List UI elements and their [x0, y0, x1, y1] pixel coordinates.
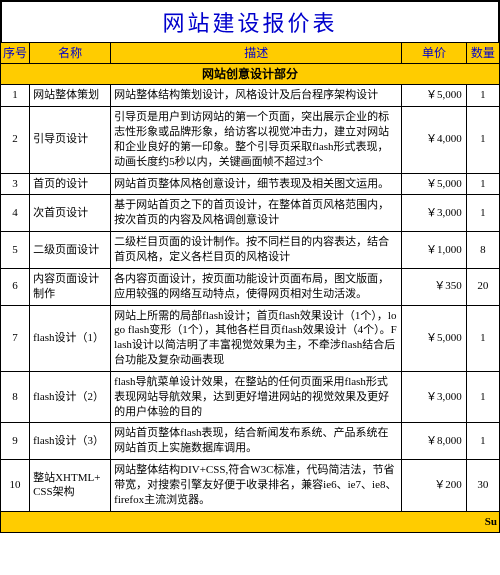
- section-label: 网站创意设计部分: [1, 64, 500, 85]
- col-desc: 描述: [111, 43, 402, 64]
- cell-name: flash设计（2）: [30, 371, 111, 423]
- header-row: 序号 名称 描述 单价 数量: [1, 43, 500, 64]
- table-row: 4次首页设计基于网站首页之下的首页设计，在整体首页风格范围内，按次首页的内容及风…: [1, 195, 500, 232]
- cell-desc: 网站首页整体风格创意设计，细节表现及相关图文运用。: [111, 173, 402, 195]
- cell-qty: 1: [466, 85, 499, 107]
- cell-desc: 各内容页面设计，按页面功能设计页面布局，图文版面，应用较强的网络互动特点，使得网…: [111, 268, 402, 305]
- cell-desc: 网站上所需的局部flash设计；首页flash效果设计（1个），logo fla…: [111, 305, 402, 371]
- cell-desc: 网站首页整体flash表现，结合新闻发布系统、产品系统在网站首页上实施数据库调用…: [111, 423, 402, 460]
- cell-qty: 1: [466, 423, 499, 460]
- cell-desc: 二级栏目页面的设计制作。按不同栏目的内容表达，结合首页风格，定义各栏目页的风格设…: [111, 232, 402, 269]
- cell-price: ￥4,000: [402, 107, 466, 173]
- cell-price: ￥200: [402, 460, 466, 512]
- footer-row: Su: [1, 511, 500, 533]
- cell-price: ￥5,000: [402, 173, 466, 195]
- page-title: 网站建设报价表: [0, 0, 500, 42]
- cell-qty: 1: [466, 173, 499, 195]
- col-price: 单价: [402, 43, 466, 64]
- col-name: 名称: [30, 43, 111, 64]
- cell-desc: 引导页是用户到访网站的第一个页面，突出展示企业的标志性形象或品牌形象，给访客以视…: [111, 107, 402, 173]
- cell-seq: 1: [1, 85, 30, 107]
- cell-qty: 1: [466, 305, 499, 371]
- cell-desc: 网站整体结构DIV+CSS,符合W3C标准，代码简洁法，节省带宽，对搜索引擎友好…: [111, 460, 402, 512]
- cell-name: 次首页设计: [30, 195, 111, 232]
- cell-seq: 5: [1, 232, 30, 269]
- cell-price: ￥3,000: [402, 195, 466, 232]
- cell-seq: 10: [1, 460, 30, 512]
- cell-price: ￥350: [402, 268, 466, 305]
- table-row: 10整站XHTML+CSS架构网站整体结构DIV+CSS,符合W3C标准，代码简…: [1, 460, 500, 512]
- cell-seq: 3: [1, 173, 30, 195]
- table-row: 8flash设计（2）flash导航菜单设计效果，在整站的任何页面采用flash…: [1, 371, 500, 423]
- cell-price: ￥5,000: [402, 85, 466, 107]
- cell-name: 内容页面设计制作: [30, 268, 111, 305]
- cell-price: ￥1,000: [402, 232, 466, 269]
- cell-desc: 网站整体结构策划设计，风格设计及后台程序架构设计: [111, 85, 402, 107]
- col-seq: 序号: [1, 43, 30, 64]
- table-row: 3首页的设计网站首页整体风格创意设计，细节表现及相关图文运用。￥5,0001: [1, 173, 500, 195]
- cell-price: ￥8,000: [402, 423, 466, 460]
- cell-seq: 4: [1, 195, 30, 232]
- cell-qty: 30: [466, 460, 499, 512]
- cell-seq: 9: [1, 423, 30, 460]
- table-row: 9flash设计（3）网站首页整体flash表现，结合新闻发布系统、产品系统在网…: [1, 423, 500, 460]
- cell-seq: 8: [1, 371, 30, 423]
- cell-desc: 基于网站首页之下的首页设计，在整体首页风格范围内，按次首页的内容及风格调创意设计: [111, 195, 402, 232]
- cell-price: ￥3,000: [402, 371, 466, 423]
- col-qty: 数量: [466, 43, 499, 64]
- table-row: 2引导页设计引导页是用户到访网站的第一个页面，突出展示企业的标志性形象或品牌形象…: [1, 107, 500, 173]
- cell-name: 网站整体策划: [30, 85, 111, 107]
- cell-qty: 1: [466, 107, 499, 173]
- cell-qty: 1: [466, 371, 499, 423]
- cell-name: 引导页设计: [30, 107, 111, 173]
- cell-desc: flash导航菜单设计效果，在整站的任何页面采用flash形式表现网站导航效果，…: [111, 371, 402, 423]
- cell-qty: 1: [466, 195, 499, 232]
- table-row: 5二级页面设计二级栏目页面的设计制作。按不同栏目的内容表达，结合首页风格，定义各…: [1, 232, 500, 269]
- cell-name: 二级页面设计: [30, 232, 111, 269]
- cell-seq: 2: [1, 107, 30, 173]
- cell-name: flash设计（3）: [30, 423, 111, 460]
- section-row: 网站创意设计部分: [1, 64, 500, 85]
- cell-name: 整站XHTML+CSS架构: [30, 460, 111, 512]
- footer-cell: Su: [1, 511, 500, 533]
- cell-qty: 8: [466, 232, 499, 269]
- cell-price: ￥5,000: [402, 305, 466, 371]
- cell-name: flash设计（1）: [30, 305, 111, 371]
- table-row: 7flash设计（1）网站上所需的局部flash设计；首页flash效果设计（1…: [1, 305, 500, 371]
- cell-name: 首页的设计: [30, 173, 111, 195]
- cell-seq: 6: [1, 268, 30, 305]
- table-row: 6内容页面设计制作各内容页面设计，按页面功能设计页面布局，图文版面，应用较强的网…: [1, 268, 500, 305]
- table-row: 1网站整体策划网站整体结构策划设计，风格设计及后台程序架构设计￥5,0001: [1, 85, 500, 107]
- cell-seq: 7: [1, 305, 30, 371]
- quote-table: 序号 名称 描述 单价 数量 网站创意设计部分 1网站整体策划网站整体结构策划设…: [0, 42, 500, 533]
- cell-qty: 20: [466, 268, 499, 305]
